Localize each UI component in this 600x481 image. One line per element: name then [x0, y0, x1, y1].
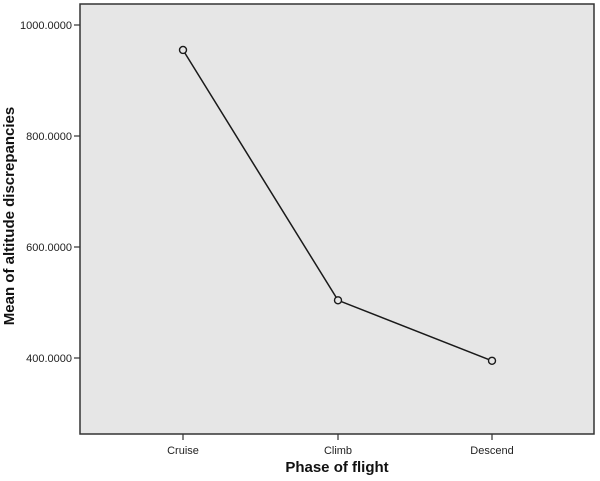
y-tick-label: 400.0000 [26, 353, 72, 365]
y-tick-label: 600.0000 [26, 242, 72, 254]
data-point-marker [333, 296, 343, 305]
x-tick-label: Descend [470, 445, 513, 457]
y-axis-title: Mean of altitude discrepancies [1, 107, 18, 325]
data-point-marker [178, 45, 188, 55]
x-axis-title: Phase of flight [285, 459, 388, 476]
data-point-marker [487, 356, 497, 365]
y-tick-label: 800.0000 [26, 131, 72, 143]
data-markers [178, 45, 497, 365]
plot-area [79, 3, 595, 435]
y-axis: 400.0000 600.0000 800.0000 1000.0000 [20, 20, 80, 365]
y-tick-label: 1000.0000 [20, 20, 72, 32]
x-axis: Cruise Climb Descend [167, 434, 514, 457]
x-tick-label: Cruise [167, 445, 199, 457]
x-tick-label: Climb [324, 445, 352, 457]
